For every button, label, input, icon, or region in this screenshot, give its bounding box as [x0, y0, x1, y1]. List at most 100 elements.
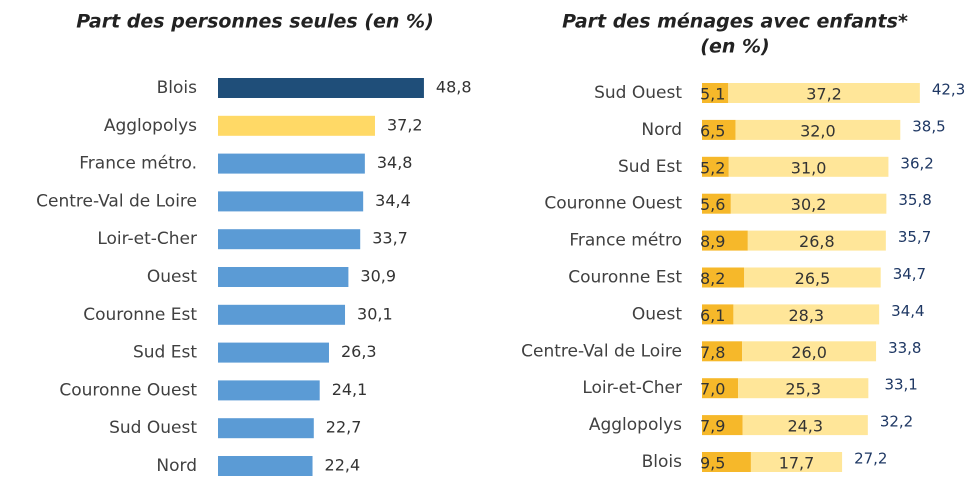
category-label: Couronne Ouest: [544, 194, 682, 214]
category-label: Nord: [156, 456, 197, 476]
chart-title: Part des personnes seules (en %): [76, 11, 434, 33]
value-label: 37,2: [806, 85, 842, 104]
value-label: 26,5: [795, 269, 831, 288]
bar-segment: [702, 378, 739, 399]
category-label: Nord: [641, 120, 682, 140]
bar: [218, 191, 364, 212]
value-label: 8,2: [700, 269, 725, 288]
category-label: Blois: [642, 452, 683, 472]
value-label: 26,8: [799, 232, 835, 251]
value-label: 7,9: [700, 417, 725, 436]
value-label: 5,6: [700, 195, 725, 214]
category-label: Loir-et-Cher: [97, 229, 197, 249]
value-label: 22,7: [326, 418, 362, 437]
total-label: 38,5: [912, 117, 945, 135]
value-label: 5,1: [700, 85, 725, 104]
bar-segment: [728, 83, 920, 103]
value-label: 24,3: [787, 417, 823, 436]
total-label: 34,7: [893, 265, 926, 283]
bar: [218, 267, 349, 287]
value-label: 32,0: [800, 121, 836, 140]
total-label: 34,4: [891, 302, 924, 320]
category-label: Loir-et-Cher: [582, 378, 682, 398]
value-label: 26,0: [791, 343, 827, 362]
category-label: Sud Est: [618, 157, 682, 177]
value-label: 17,7: [779, 454, 815, 473]
value-label: 30,9: [360, 267, 396, 286]
value-label: 25,3: [785, 380, 821, 399]
total-label: 33,8: [888, 339, 921, 357]
bar: [218, 115, 375, 136]
bar-segment: [738, 378, 869, 399]
value-label: 22,4: [325, 456, 361, 475]
value-label: 8,9: [700, 232, 725, 251]
total-label: 32,2: [880, 413, 913, 431]
bar-segment: [702, 341, 743, 362]
bar: [218, 380, 320, 401]
value-label: 6,1: [700, 306, 725, 325]
bar: [218, 342, 329, 363]
value-label: 5,2: [700, 158, 725, 177]
total-label: 35,7: [898, 228, 931, 246]
bar: [218, 304, 346, 325]
bar-segment: [702, 267, 745, 288]
category-label: Sud Est: [133, 343, 197, 363]
category-label: Ouest: [632, 304, 682, 324]
bar-segment: [733, 304, 880, 325]
value-label: 34,4: [375, 191, 411, 210]
value-label: 6,5: [700, 121, 725, 140]
value-label: 34,8: [377, 153, 413, 172]
category-label: Sud Ouest: [594, 83, 682, 103]
category-label: Blois: [157, 78, 198, 98]
category-label: Agglopolys: [104, 116, 197, 136]
bar-segment: [750, 452, 843, 472]
bar-segment: [730, 193, 887, 214]
bar-segment: [728, 156, 889, 177]
value-label: 7,0: [700, 380, 725, 399]
chart-title: (en %): [700, 36, 769, 58]
value-label: 9,5: [700, 454, 725, 473]
category-label: Couronne Est: [83, 305, 197, 325]
bar: [218, 456, 313, 476]
bar: [218, 153, 365, 174]
bar-segment: [702, 193, 731, 214]
total-label: 27,2: [854, 450, 887, 468]
category-label: Ouest: [147, 267, 197, 287]
chart-title: Part des ménages avec enfants*: [562, 11, 908, 33]
category-label: Couronne Ouest: [59, 380, 197, 400]
bar-segment: [702, 415, 743, 436]
bar-segment: [702, 230, 748, 251]
bar-segment: [702, 156, 729, 177]
category-label: Centre-Val de Loire: [521, 341, 682, 361]
bar-segment: [702, 119, 736, 140]
bar-segment: [742, 415, 868, 436]
total-label: 36,2: [900, 154, 933, 172]
total-label: 42,3: [932, 81, 965, 99]
value-label: 31,0: [791, 158, 827, 177]
category-label: France métro: [569, 231, 682, 251]
total-label: 35,8: [898, 191, 931, 209]
bar: [218, 418, 314, 439]
value-label: 26,3: [341, 342, 377, 361]
bar-segment: [735, 119, 901, 140]
bar-segment: [742, 341, 877, 362]
category-label: Centre-Val de Loire: [36, 191, 197, 211]
category-label: Couronne Est: [568, 268, 682, 288]
value-label: 28,3: [788, 306, 824, 325]
bar: [218, 229, 361, 250]
bar-segment: [747, 230, 886, 251]
value-label: 7,8: [700, 343, 725, 362]
bar: [218, 78, 424, 98]
bar-segment: [702, 452, 751, 472]
bar-segment: [702, 83, 729, 103]
value-label: 37,2: [387, 115, 423, 134]
total-label: 33,1: [884, 376, 917, 394]
value-label: 30,1: [357, 304, 393, 323]
value-label: 33,7: [372, 229, 408, 248]
category-label: France métro.: [79, 154, 197, 174]
category-label: Sud Ouest: [109, 418, 197, 438]
value-label: 24,1: [332, 380, 368, 399]
bar-segment: [744, 267, 881, 288]
value-label: 30,2: [791, 195, 827, 214]
